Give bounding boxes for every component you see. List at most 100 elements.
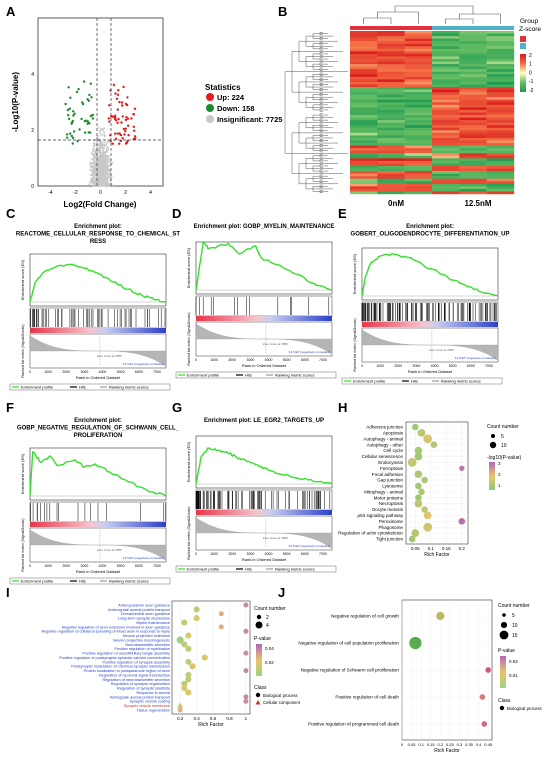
go-i-dot <box>218 611 224 617</box>
volcano-point-insignificant <box>106 146 109 149</box>
heatmap-cell <box>459 117 487 121</box>
volcano-point-down <box>83 120 87 123</box>
heatmap-cell <box>404 183 433 187</box>
heatmap-cell <box>432 38 460 42</box>
heatmap-row-branch <box>319 164 323 168</box>
go-i-size-legend-label: 2 <box>266 615 269 621</box>
gsea-title-line: PROLIFERATION <box>74 433 123 439</box>
kegg-dot <box>414 499 423 508</box>
heatmap-cell <box>432 171 460 174</box>
heatmap-cell <box>486 71 515 75</box>
heatmap-row-branch <box>312 114 328 121</box>
volcano-points <box>64 80 137 187</box>
gsea-enrichment-profile <box>195 240 333 291</box>
go-i-size-legend-dot <box>255 621 263 629</box>
gsea-metric-axis-label: Ranked list metric (Signal2Noise) <box>21 324 25 377</box>
heatmap-cell <box>350 191 378 195</box>
heatmap-cell <box>350 176 378 179</box>
heatmap-cell <box>350 79 378 83</box>
volcano-point-down <box>89 82 93 85</box>
go-j-term-label: Positive regulation of cell death <box>335 695 399 700</box>
panel-label-g: G <box>172 400 182 415</box>
kegg-size-legend-dot <box>491 434 495 438</box>
heatmap-row-branch <box>291 51 343 93</box>
heatmap-cell <box>404 76 433 80</box>
volcano-point-up <box>123 133 126 136</box>
volcano-point-down <box>72 110 75 113</box>
go-i-dot <box>181 680 188 687</box>
volcano-point-insignificant <box>97 126 100 129</box>
volcano-point-insignificant <box>93 144 96 147</box>
kegg-dot <box>423 434 433 444</box>
heatmap-cell <box>432 145 460 149</box>
gsea-x-tick-label: 7000 <box>319 552 327 556</box>
heatmap-row-branch <box>298 122 338 144</box>
heatmap-cell <box>459 135 487 139</box>
heatmap-cell <box>350 107 378 111</box>
heatmap-cell <box>486 165 515 169</box>
volcano-point-up <box>132 125 135 128</box>
heatmap-cell <box>459 168 487 172</box>
heatmap-cell <box>432 89 460 93</box>
go-j-colorbar <box>500 656 506 688</box>
heatmap-row-branch <box>305 178 333 190</box>
heatmap-cell <box>404 43 433 47</box>
gsea-x-axis-label: Rank in Ordered Dataset <box>242 363 287 368</box>
heatmap-cell <box>459 87 487 90</box>
heatmap-cell <box>404 176 433 179</box>
gsea-title-line: Enrichment plot: GOBP_MYELIN_MAINTENANCE <box>194 224 335 230</box>
heatmap-cell <box>404 87 433 90</box>
heatmap-cell <box>486 59 515 62</box>
heatmap-cell <box>432 61 460 65</box>
volcano-point-insignificant <box>105 180 108 183</box>
heatmap-cell <box>432 186 460 190</box>
heatmap-cell <box>486 94 515 98</box>
heatmap-cell <box>404 51 433 55</box>
go-i-term-label: Response to anoxia <box>136 691 170 695</box>
gsea-legend-box <box>175 371 337 379</box>
heatmap-row-branch <box>319 32 323 36</box>
heatmap-cell <box>377 84 405 88</box>
volcano-point-up <box>111 115 114 118</box>
go-i-dot <box>176 636 184 644</box>
volcano-point-up <box>125 103 129 107</box>
heatmap-cell <box>459 153 487 156</box>
heatmap-cell <box>486 109 515 113</box>
volcano-point-insignificant <box>107 183 110 186</box>
heatmap-cell <box>350 112 378 116</box>
heatmap-cell <box>459 71 487 75</box>
go-i-size-legend-label: 4 <box>266 623 269 629</box>
volcano-point-down <box>76 140 79 143</box>
volcano-point-insignificant <box>102 168 105 171</box>
gsea-x-tick-label: 1000 <box>376 364 384 368</box>
heatmap-cell <box>459 122 487 126</box>
go-j-size-legend-label: 5 <box>512 613 515 619</box>
volcano-point-insignificant <box>102 151 105 154</box>
volcano-point-down <box>88 122 91 125</box>
volcano-point-insignificant <box>108 174 111 177</box>
gsea-metric-axis-label: Ranked list metric (Signal2Noise) <box>187 506 191 559</box>
volcano-point-up <box>125 141 129 144</box>
heatmap-cell <box>486 99 515 103</box>
volcano-point-insignificant <box>102 161 105 164</box>
go-i-term-label: Negative regulation of axon extension in… <box>62 625 170 629</box>
volcano-point-up <box>124 130 127 133</box>
heatmap-cell <box>377 64 405 67</box>
go-i-term-label: Synaptic vesicle membrane <box>124 704 170 708</box>
volcano-point-insignificant <box>103 144 106 147</box>
kegg-size-legend-title: Count number <box>487 424 519 430</box>
heatmap-row-branch <box>319 184 323 188</box>
gsea-title-line: RESS <box>90 239 106 245</box>
volcano-point-insignificant <box>96 160 99 163</box>
volcano-point-up <box>116 132 120 135</box>
heatmap-cell <box>377 115 405 118</box>
go-j-x-tick-label: 0.3 <box>457 742 463 747</box>
heatmap-cell <box>432 107 460 111</box>
gsea-x-tick-label: 6000 <box>135 370 143 374</box>
volcano-legend-title: Statistics <box>205 83 241 92</box>
volcano-legend-label: Down: 158 <box>217 104 255 113</box>
volcano-point-up <box>116 108 120 111</box>
heatmap-cell <box>404 64 433 67</box>
volcano-point-insignificant <box>105 165 107 168</box>
heatmap-row-branch <box>312 94 328 101</box>
